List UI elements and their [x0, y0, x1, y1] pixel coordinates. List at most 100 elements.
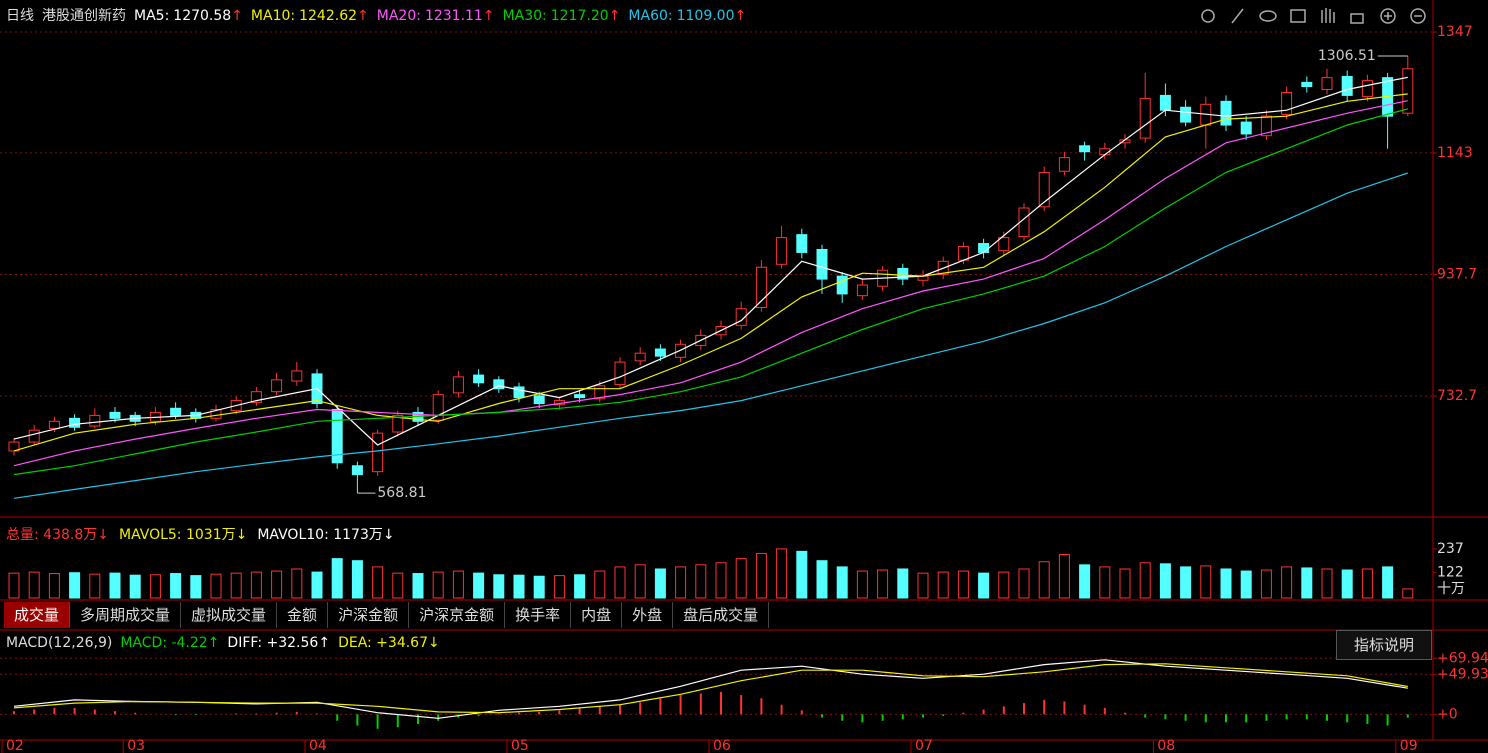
candle-body — [533, 395, 545, 405]
volume-bar — [634, 564, 646, 599]
candle-body — [1058, 157, 1070, 172]
tab[interactable]: 内盘 — [571, 602, 623, 628]
candle-body — [8, 441, 20, 452]
header-item: 1242.62 — [299, 8, 357, 24]
lock-icon[interactable] — [1350, 13, 1364, 24]
volume-bar — [129, 574, 141, 599]
volume-bar — [452, 570, 464, 599]
x-tick-label: 06 — [713, 738, 731, 753]
candle-body — [493, 379, 505, 390]
tab[interactable]: 外盘 — [622, 602, 674, 628]
volume-bar — [190, 575, 202, 599]
indicator-help-button[interactable]: 指标说明 — [1336, 630, 1432, 660]
candle-body — [69, 417, 81, 428]
y-tick-label: 732.7 — [1437, 388, 1477, 404]
candle-body — [594, 385, 606, 400]
volume-bar — [1402, 588, 1414, 599]
tab[interactable]: 沪深金额 — [328, 602, 410, 628]
volume-bar — [1058, 553, 1070, 599]
volume-bar — [553, 575, 565, 599]
tab[interactable]: 虚拟成交量 — [181, 602, 278, 628]
zoom-in-icon[interactable] — [1380, 8, 1396, 24]
tab[interactable]: 盘后成交量 — [673, 602, 770, 628]
y-tick-label: +0 — [1437, 706, 1458, 722]
volume-bar — [1159, 563, 1171, 599]
y-tick-label: 937.7 — [1437, 267, 1477, 283]
volume-bar — [271, 570, 283, 599]
header-item: MACD: -4.22↑ — [120, 635, 219, 651]
volume-bar — [109, 572, 121, 599]
candle-body — [1341, 75, 1353, 96]
volume-bar — [594, 570, 606, 599]
candle-body — [1240, 121, 1252, 135]
draw-icon[interactable] — [1231, 8, 1244, 24]
candle-body — [1159, 94, 1171, 111]
y-tick-label: 122 — [1437, 565, 1464, 581]
volume-bar — [1361, 568, 1373, 599]
ma-line — [13, 172, 1408, 499]
candle-body — [1281, 91, 1293, 115]
volume-bar — [311, 571, 323, 599]
store-icon[interactable] — [1290, 9, 1306, 23]
volume-bar — [614, 566, 626, 599]
volume-bar — [1281, 566, 1293, 599]
header-item: MA30: — [503, 8, 547, 24]
candle-body — [836, 275, 848, 295]
view-icon[interactable] — [1259, 10, 1277, 22]
settings-icon[interactable] — [1201, 9, 1215, 23]
header-item: MAVOL5: 1031万↓ — [119, 527, 247, 543]
volume-bar — [574, 574, 586, 599]
candle-body — [432, 394, 444, 421]
x-tick-label: 07 — [915, 738, 933, 753]
header-item: MA60: — [628, 8, 672, 24]
candle-body — [998, 237, 1010, 252]
candle-body — [109, 411, 121, 419]
tab[interactable]: 金额 — [277, 602, 329, 628]
volume-bar — [230, 572, 242, 599]
candle-body — [1321, 77, 1333, 90]
volume-bar — [8, 572, 20, 599]
x-tick-label: 09 — [1400, 738, 1418, 753]
candle-body — [634, 352, 646, 362]
candle-body — [291, 370, 303, 382]
volume-bar — [89, 573, 101, 599]
candle-body — [1139, 97, 1151, 139]
tab[interactable]: 多周期成交量 — [70, 602, 182, 628]
candle-body — [755, 266, 767, 309]
high-annotation: 1306.51 — [1318, 48, 1376, 64]
hand-icon[interactable] — [1321, 8, 1335, 23]
low-annotation: 568.81 — [377, 485, 426, 501]
volume-bar — [1038, 561, 1050, 599]
unit-label: 十万 — [1437, 581, 1465, 597]
header-item: MACD(12,26,9) — [6, 635, 112, 651]
toolbar — [1201, 8, 1426, 24]
zoom-in-plus[interactable] — [1384, 12, 1392, 20]
volume-bar — [1119, 568, 1131, 599]
tab[interactable]: 换手率 — [505, 602, 572, 628]
header-item: ↑ — [231, 8, 243, 24]
tab[interactable]: 成交量 — [4, 602, 71, 628]
volume-bar — [392, 572, 404, 599]
volume-bar — [1321, 568, 1333, 599]
header-item: DEA: +34.67↓ — [338, 635, 440, 651]
volume-bar — [776, 548, 788, 599]
candle-body — [735, 308, 747, 326]
zoom-out-icon[interactable] — [1410, 8, 1426, 24]
volume-bar — [1079, 564, 1091, 599]
volume-bar — [1099, 566, 1111, 599]
header-item: MA20: — [377, 8, 421, 24]
header-item: 日线 — [6, 8, 34, 24]
candle-body — [1301, 81, 1313, 88]
volume-bar — [1301, 567, 1313, 599]
volume-bar — [1240, 570, 1252, 599]
candle-body — [816, 248, 828, 280]
candle-body — [897, 267, 909, 280]
volume-bar — [432, 571, 444, 599]
volume-bar — [675, 566, 687, 599]
tab[interactable]: 沪深京金额 — [409, 602, 506, 628]
candle-body — [614, 361, 626, 386]
y-tick-label: +69.94 — [1437, 650, 1488, 666]
candle-body — [271, 379, 283, 393]
candle-body — [1018, 207, 1030, 237]
volume-bar — [897, 568, 909, 599]
